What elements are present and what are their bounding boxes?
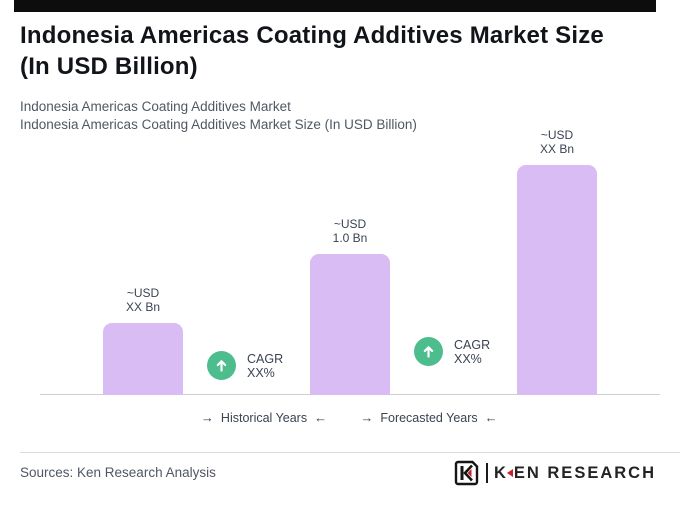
subtitle-line2: Indonesia Americas Coating Additives Mar…: [20, 117, 417, 132]
bar-group-forecast-end: ~USD XX Bn: [517, 128, 597, 395]
bar-label-line2: XX Bn: [539, 142, 575, 156]
bar-group-current-year: ~USD 1.0 Bn: [310, 217, 390, 395]
cagr-label-line2: XX%: [247, 365, 275, 380]
ken-research-logo: K EN RESEARCH: [454, 460, 656, 486]
footer-divider: [20, 452, 680, 453]
x-axis-segment-forecasted: → Forecasted Years ←: [360, 410, 497, 425]
bar-label-line1: ~USD: [333, 217, 367, 231]
arrow-right-icon: →: [360, 410, 374, 425]
bar-value-label: ~USD XX Bn: [126, 286, 160, 314]
bar-value-label: ~USD 1.0 Bn: [333, 217, 368, 245]
arrow-left-icon: ←: [314, 410, 328, 425]
arrow-up-icon: [216, 360, 227, 372]
bar-current-year: [310, 254, 390, 395]
x-axis-segment-label: Forecasted Years: [380, 410, 478, 425]
bar-group-historical-start: ~USD XX Bn: [103, 286, 183, 395]
cagr-label-line1: CAGR: [247, 351, 284, 366]
logo-text-rest: EN RESEARCH: [513, 463, 656, 482]
bar-value-label: ~USD XX Bn: [540, 128, 574, 156]
logo-red-wedge-icon: [506, 469, 513, 477]
bar-label-line2: 1.0 Bn: [332, 231, 368, 245]
bar-label-line1: ~USD: [540, 128, 574, 142]
arrow-up-icon: [423, 346, 434, 358]
page-subtitle: Indonesia Americas Coating Additives Mar…: [20, 98, 640, 134]
page-title-line1: Indonesia Americas Coating Additives Mar…: [20, 22, 604, 49]
logo-separator: [485, 463, 488, 483]
ken-research-k-badge-icon: [454, 460, 479, 486]
page-title: Indonesia Americas Coating Additives Mar…: [20, 20, 680, 82]
cagr-label-line2: XX%: [454, 351, 482, 366]
bar-label-line2: XX Bn: [125, 300, 161, 314]
arrow-left-icon: ←: [484, 410, 498, 425]
bar-forecast-end: [517, 165, 597, 395]
page-title-line2: (In USD Billion): [20, 53, 198, 80]
cagr-badge-historical: CAGR XX%: [207, 351, 283, 380]
cagr-badge-forecast: CAGR XX%: [414, 337, 490, 366]
arrow-up-circle-icon: [414, 337, 443, 366]
cagr-label-line1: CAGR: [454, 337, 491, 352]
x-axis-segment-label: Historical Years: [220, 410, 308, 425]
cagr-label: CAGR XX%: [454, 338, 490, 366]
logo-wordmark: K EN RESEARCH: [494, 464, 656, 483]
arrow-right-icon: →: [200, 410, 214, 425]
sources-note: Sources: Ken Research Analysis: [20, 465, 216, 480]
bar-historical-start: [103, 323, 183, 395]
top-accent-bar: [14, 0, 656, 12]
cagr-label: CAGR XX%: [247, 352, 283, 380]
bar-label-line1: ~USD: [126, 286, 160, 300]
arrow-up-circle-icon: [207, 351, 236, 380]
subtitle-line1: Indonesia Americas Coating Additives Mar…: [20, 99, 291, 114]
logo-letter-k: K: [493, 463, 508, 482]
x-axis-segment-historical: → Historical Years ←: [201, 410, 327, 425]
